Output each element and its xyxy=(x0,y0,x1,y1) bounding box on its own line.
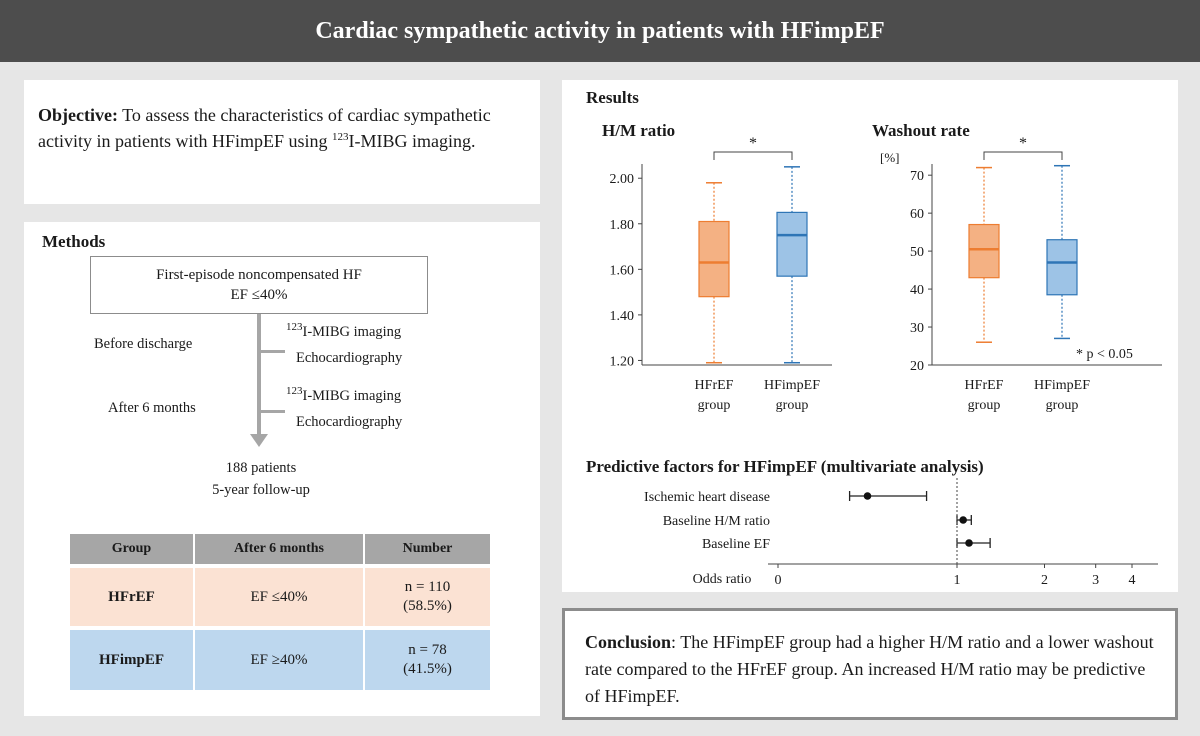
flow-branch-1 xyxy=(261,350,285,353)
conclusion-label: Conclusion xyxy=(585,632,672,652)
x-category-sublabel: group xyxy=(1046,398,1079,413)
y-tick-label: 1.40 xyxy=(610,309,635,324)
objective-text: To assess the characteristics of cardiac… xyxy=(38,105,491,151)
methods-panel: Methods First-episode noncompensated HF … xyxy=(24,222,540,716)
step2-imaging-text: I-MIBG imaging xyxy=(302,388,402,404)
significance-star: * xyxy=(1019,135,1027,152)
y-tick-label: 2.00 xyxy=(610,172,635,187)
box-iqr xyxy=(776,211,808,277)
results-panel: Results H/M ratio 2.00 1.80 1.60 1.40 1.20 HFr… xyxy=(562,80,1178,592)
followup-duration: 5-year follow-up xyxy=(212,482,310,498)
forest-x-axis-label: Odds ratio xyxy=(693,572,752,587)
row-group: HFimpEF xyxy=(70,626,195,690)
objective-panel: Objective: To assess the characteristics… xyxy=(24,80,540,204)
significance-bracket xyxy=(983,151,1063,160)
results-charts: H/M ratio 2.00 1.80 1.60 1.40 1.20 HFrEF group H… xyxy=(586,121,1162,588)
group-table-header: Group After 6 months Number xyxy=(70,534,490,566)
x-category-label: HFrEF xyxy=(695,378,734,393)
header-group: Group xyxy=(70,534,195,566)
objective-text-end: I-MIBG imaging. xyxy=(348,131,476,151)
row-group: HFrEF xyxy=(70,564,195,628)
step1-echo: Echocardiography xyxy=(296,350,403,366)
y-tick-label: 1.60 xyxy=(610,263,635,278)
step1-imaging-text: I-MIBG imaging xyxy=(302,324,402,340)
flow-arrow-line xyxy=(257,314,261,438)
significance-note: * p < 0.05 xyxy=(1076,347,1133,362)
step2-isotope: 123 xyxy=(286,385,303,398)
forest-x-tick-label: 3 xyxy=(1092,573,1099,588)
page-title: Cardiac sympathetic activity in patients… xyxy=(315,17,885,44)
flow-start-box: First-episode noncompensated HF EF ≤40% xyxy=(90,256,428,314)
row-ef: EF ≤40% xyxy=(194,564,365,628)
step2-imaging: 123I-MIBG imaging xyxy=(286,386,401,406)
y-tick-label: 40 xyxy=(910,283,924,298)
step1-isotope: 123 xyxy=(286,321,303,334)
flow-arrow-head xyxy=(250,434,268,447)
methods-title: Methods xyxy=(42,232,106,251)
significance-bracket xyxy=(713,151,793,160)
results-title: Results xyxy=(586,88,639,107)
flow-branch-2 xyxy=(261,410,285,413)
y-tick-label: 60 xyxy=(910,207,924,222)
header-after: After 6 months xyxy=(194,534,365,566)
box-iqr xyxy=(698,220,730,298)
header-number: Number xyxy=(364,534,490,566)
y-tick-label: 70 xyxy=(910,169,924,184)
row-n: n = 110 xyxy=(404,579,451,595)
forest-x-tick-label: 2 xyxy=(1041,573,1048,588)
x-category-sublabel: group xyxy=(776,398,809,413)
step1-label: Before discharge xyxy=(94,336,193,352)
x-category-label: HFimpEF xyxy=(1034,378,1090,393)
x-category-sublabel: group xyxy=(698,398,731,413)
objective-label: Objective: xyxy=(38,105,118,125)
forest-x-tick-label: 0 xyxy=(775,573,782,588)
table-row: HFimpEF EF ≥40% n = 78 (41.5%) xyxy=(70,626,490,690)
row-n: n = 78 xyxy=(408,642,447,658)
conclusion-panel: Conclusion: The HFimpEF group had a high… xyxy=(562,608,1178,720)
forest-x-tick-label: 4 xyxy=(1129,573,1136,588)
y-tick-label: 1.80 xyxy=(610,218,635,233)
x-category-label: HFimpEF xyxy=(764,378,820,393)
forest-factor-label: Ischemic heart disease xyxy=(644,490,770,505)
title-bar: Cardiac sympathetic activity in patients… xyxy=(0,0,1200,62)
step1-imaging: 123I-MIBG imaging xyxy=(286,322,401,342)
row-number: n = 78 (41.5%) xyxy=(364,626,490,690)
significance-star: * xyxy=(749,135,757,152)
forest-point xyxy=(959,516,967,524)
chart-title: H/M ratio xyxy=(602,121,675,140)
x-category-sublabel: group xyxy=(968,398,1001,413)
y-tick-label: 30 xyxy=(910,321,924,336)
row-pct: (41.5%) xyxy=(403,661,452,677)
flow-start-line1: First-episode noncompensated HF xyxy=(156,267,362,283)
box-iqr xyxy=(968,223,1000,279)
chart-title: Washout rate xyxy=(872,121,970,140)
step2-label: After 6 months xyxy=(108,400,196,416)
forest-x-tick-label: 1 xyxy=(954,573,961,588)
y-tick-label: 20 xyxy=(910,359,924,374)
patients-count: 188 patients xyxy=(225,460,297,476)
y-tick-label: 1.20 xyxy=(610,354,635,369)
conclusion-text: : The HFimpEF group had a higher H/M rat… xyxy=(585,632,1154,706)
row-number: n = 110 (58.5%) xyxy=(364,564,490,628)
forest-title: Predictive factors for HFimpEF (multivar… xyxy=(586,457,984,476)
row-ef: EF ≥40% xyxy=(194,626,365,690)
forest-point xyxy=(965,539,973,547)
step2-echo: Echocardiography xyxy=(296,414,403,430)
forest-point xyxy=(863,492,872,500)
objective-isotope: 123 xyxy=(332,131,349,143)
table-row: HFrEF EF ≤40% n = 110 (58.5%) xyxy=(70,564,490,628)
x-category-label: HFrEF xyxy=(965,378,1004,393)
y-tick-label: 50 xyxy=(910,245,924,260)
flow-start-line2: EF ≤40% xyxy=(230,287,288,303)
y-axis-label: [%] xyxy=(880,150,900,165)
forest-factor-label: Baseline H/M ratio xyxy=(663,514,770,529)
row-pct: (58.5%) xyxy=(403,598,452,614)
box-iqr xyxy=(1046,239,1078,296)
forest-factor-label: Baseline EF xyxy=(702,537,770,552)
group-table: Group After 6 months Number HFrEF EF ≤40… xyxy=(70,534,490,690)
